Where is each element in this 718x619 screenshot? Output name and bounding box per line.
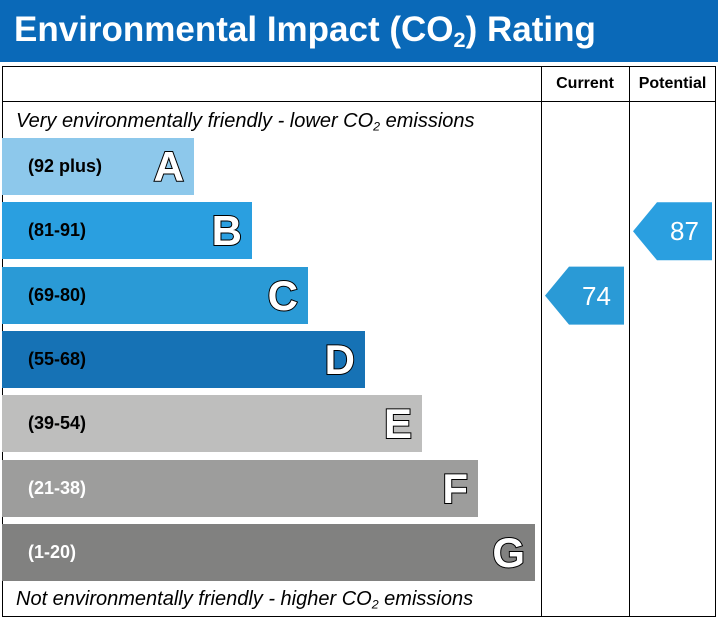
current-rating-value: 74 xyxy=(582,280,611,311)
band-range-label: (69-80) xyxy=(28,284,87,305)
band-range-label: (1-20) xyxy=(28,541,77,562)
band-letter: C xyxy=(267,271,299,320)
band-range-label: (55-68) xyxy=(28,348,87,369)
band-a: (92 plus) A xyxy=(2,138,194,195)
band-b: (81-91) B xyxy=(2,202,252,260)
band-letter: D xyxy=(324,335,356,384)
band-letter: E xyxy=(383,399,413,448)
title-bar: Environmental Impact (CO2) Rating xyxy=(0,0,718,62)
current-column-header: Current xyxy=(556,75,614,92)
band-c: (69-80) C xyxy=(2,266,308,324)
band-range-label: (39-54) xyxy=(28,413,87,434)
potential-rating-arrow xyxy=(633,202,712,261)
potential-column-divider xyxy=(629,66,630,617)
band-range-label: (92 plus) xyxy=(28,156,103,176)
chart-title: Environmental Impact (CO2) Rating xyxy=(14,10,596,53)
band-letter: G xyxy=(491,528,526,577)
current-column-divider xyxy=(541,66,542,617)
potential-rating-value: 87 xyxy=(670,216,699,247)
header-divider xyxy=(2,101,716,102)
potential-column-header: Potential xyxy=(638,75,707,92)
current-rating-arrow xyxy=(545,266,624,325)
band-e: (39-54) E xyxy=(2,395,422,453)
band-letter: A xyxy=(153,142,185,191)
band-d: (55-68) D xyxy=(2,330,365,388)
band-f: (21-38) F xyxy=(2,459,478,517)
band-letter: F xyxy=(441,464,469,513)
bottom-caption: Not environmentally friendly - higher CO… xyxy=(16,588,474,612)
band-range-label: (81-91) xyxy=(28,220,87,241)
band-letter: B xyxy=(211,206,243,255)
band-g: (1-20) G xyxy=(2,523,535,581)
top-caption: Very environmentally friendly - lower CO… xyxy=(16,110,475,134)
band-range-label: (21-38) xyxy=(28,477,87,498)
